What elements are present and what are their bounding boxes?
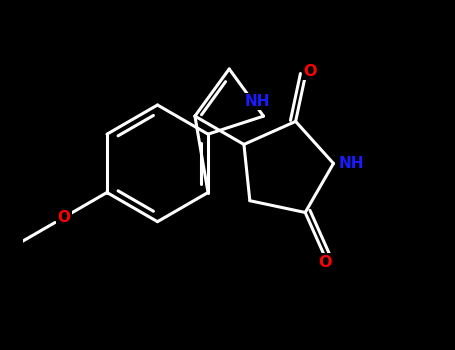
Text: NH: NH bbox=[338, 156, 364, 171]
Text: O: O bbox=[57, 210, 71, 225]
Text: O: O bbox=[303, 64, 317, 79]
Text: NH: NH bbox=[245, 94, 270, 109]
Text: O: O bbox=[318, 254, 331, 270]
